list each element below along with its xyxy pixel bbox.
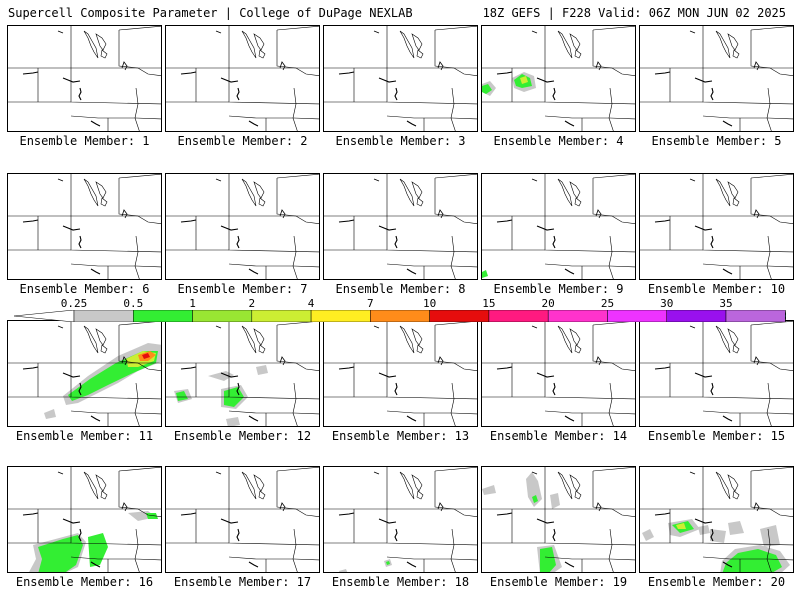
colorbar-tick-label: 1	[189, 297, 196, 310]
member-label: Ensemble Member: 13	[331, 429, 470, 443]
member-label: Ensemble Member: 3	[335, 134, 466, 148]
colorbar-segment	[133, 310, 193, 322]
member-label: Ensemble Member: 17	[173, 575, 312, 589]
colorbar-tick-label: 15	[482, 297, 496, 310]
map-panel	[481, 466, 636, 573]
map-panel	[481, 320, 636, 427]
colorbar-segment	[310, 310, 371, 322]
map-panel	[7, 320, 162, 427]
map-panel	[481, 173, 636, 280]
member-label: Ensemble Member: 4	[493, 134, 624, 148]
map-image	[166, 174, 319, 279]
colorbar-tick-label: 2	[248, 297, 256, 310]
colorbar-left-arrow	[14, 310, 75, 322]
map-panel	[165, 320, 320, 427]
map-image	[166, 467, 319, 572]
map-panel	[639, 466, 794, 573]
colorbar-tick-label: 4	[307, 297, 315, 310]
map-panel	[323, 466, 478, 573]
map-image	[8, 174, 161, 279]
map-image	[640, 26, 793, 131]
map-panel	[323, 173, 478, 280]
map-image	[324, 26, 477, 131]
colorbar-segment	[429, 310, 490, 322]
colorbar-tick-label: 0.5	[123, 297, 144, 310]
colorbar-segment	[251, 310, 312, 322]
map-image	[166, 321, 319, 426]
colorbar-tick-label: 7	[367, 297, 374, 310]
member-label: Ensemble Member: 1	[19, 134, 150, 148]
map-image	[324, 321, 477, 426]
map-image	[482, 26, 635, 131]
member-label: Ensemble Member: 15	[647, 429, 786, 443]
colorbar-segment	[547, 310, 608, 322]
colorbar-tick-label: 10	[423, 297, 437, 310]
colorbar-tick-label: 0.25	[60, 297, 88, 310]
member-label: Ensemble Member: 5	[651, 134, 782, 148]
colorbar-segment	[370, 310, 430, 322]
run-info: 18Z GEFS | F228 Valid: 06Z MON JUN 02 20…	[482, 6, 786, 20]
member-label: Ensemble Member: 16	[15, 575, 154, 589]
member-label: Ensemble Member: 11	[15, 429, 154, 443]
map-image	[640, 321, 793, 426]
colorbar-tick-label: 35	[719, 297, 733, 310]
member-label: Ensemble Member: 9	[493, 282, 624, 296]
colorbar-tick-label: 30	[660, 297, 674, 310]
member-label: Ensemble Member: 18	[331, 575, 470, 589]
member-label: Ensemble Member: 14	[489, 429, 628, 443]
member-label: Ensemble Member: 6	[19, 282, 150, 296]
map-panel	[7, 173, 162, 280]
map-panel	[165, 466, 320, 573]
map-image	[8, 467, 161, 572]
map-panel	[639, 173, 794, 280]
page-title: Supercell Composite Parameter | College …	[8, 6, 413, 20]
map-image	[324, 467, 477, 572]
member-label: Ensemble Member: 2	[177, 134, 308, 148]
member-label: Ensemble Member: 7	[177, 282, 308, 296]
colorbar-segment	[725, 310, 786, 322]
colorbar	[14, 310, 786, 322]
colorbar-tick-label: 25	[600, 297, 615, 310]
map-panel	[7, 25, 162, 132]
colorbar-segment	[488, 310, 549, 322]
member-label: Ensemble Member: 10	[647, 282, 786, 296]
map-image	[8, 26, 161, 131]
map-image	[482, 467, 635, 572]
map-panel	[165, 25, 320, 132]
colorbar-segment	[192, 310, 253, 322]
map-image	[640, 467, 793, 572]
member-label: Ensemble Member: 20	[647, 575, 786, 589]
member-label: Ensemble Member: 8	[335, 282, 466, 296]
map-image	[324, 174, 477, 279]
colorbar-segment	[666, 310, 727, 322]
map-panel	[639, 25, 794, 132]
member-label: Ensemble Member: 12	[173, 429, 312, 443]
colorbar-segment	[607, 310, 667, 322]
map-panel	[7, 466, 162, 573]
map-image	[482, 321, 635, 426]
colorbar-segment	[73, 310, 134, 322]
colorbar-right-arrow	[785, 310, 786, 322]
colorbar-tick-label: 20	[541, 297, 555, 310]
member-label: Ensemble Member: 19	[489, 575, 628, 589]
map-image	[8, 321, 161, 426]
map-image	[640, 174, 793, 279]
map-panel	[323, 320, 478, 427]
map-image	[482, 174, 635, 279]
map-panel	[481, 25, 636, 132]
map-panel	[639, 320, 794, 427]
map-panel	[165, 173, 320, 280]
map-image	[166, 26, 319, 131]
map-panel	[323, 25, 478, 132]
